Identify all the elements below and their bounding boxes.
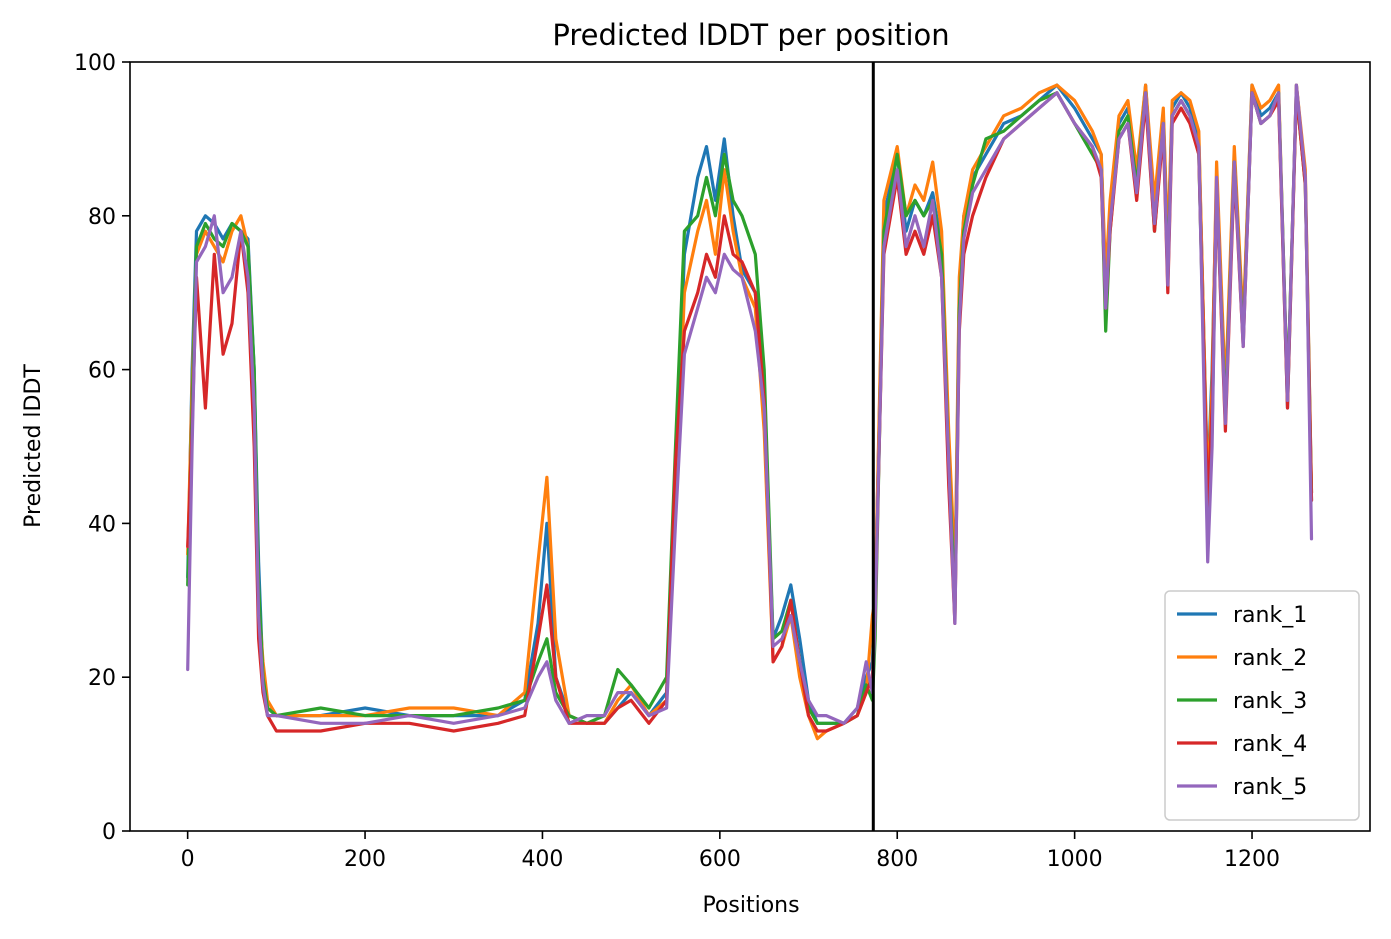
x-axis-label: Positions: [702, 893, 799, 918]
legend-label-rank_4: rank_4: [1233, 732, 1307, 757]
y-axis: 0 20 40 60 80 100: [74, 51, 130, 845]
plot-frame: [129, 61, 1371, 832]
y-tick-label: 100: [74, 51, 116, 76]
legend-label-rank_1: rank_1: [1233, 603, 1307, 628]
x-tick-label: 0: [181, 847, 195, 872]
legend-label-rank_2: rank_2: [1233, 646, 1307, 671]
y-tick-label: 40: [88, 512, 116, 537]
legend-frame: [1164, 590, 1360, 821]
y-tick-label: 60: [88, 359, 116, 384]
plot-series: [186, 83, 1314, 741]
x-tick-label: 200: [344, 847, 386, 872]
legend-label-rank_5: rank_5: [1233, 775, 1307, 800]
x-tick-label: 1200: [1224, 847, 1280, 872]
x-tick-label: 600: [699, 847, 741, 872]
x-axis: 0 200 400 600 800 1000 1200: [181, 831, 1280, 872]
y-tick-label: 20: [88, 666, 116, 691]
x-tick-label: 400: [521, 847, 563, 872]
legend: rank_1 rank_2 rank_3 rank_4 rank_5: [1164, 590, 1360, 821]
series-line-rank_5: [186, 83, 1314, 725]
y-tick-label: 0: [102, 820, 116, 845]
series-line-rank_2: [186, 83, 1314, 741]
y-axis-label: Predicted lDDT: [21, 364, 46, 528]
x-tick-label: 800: [876, 847, 918, 872]
chart-title: Predicted lDDT per position: [552, 18, 949, 52]
y-tick-label: 80: [88, 205, 116, 230]
legend-label-rank_3: rank_3: [1233, 689, 1307, 714]
x-tick-label: 1000: [1047, 847, 1103, 872]
